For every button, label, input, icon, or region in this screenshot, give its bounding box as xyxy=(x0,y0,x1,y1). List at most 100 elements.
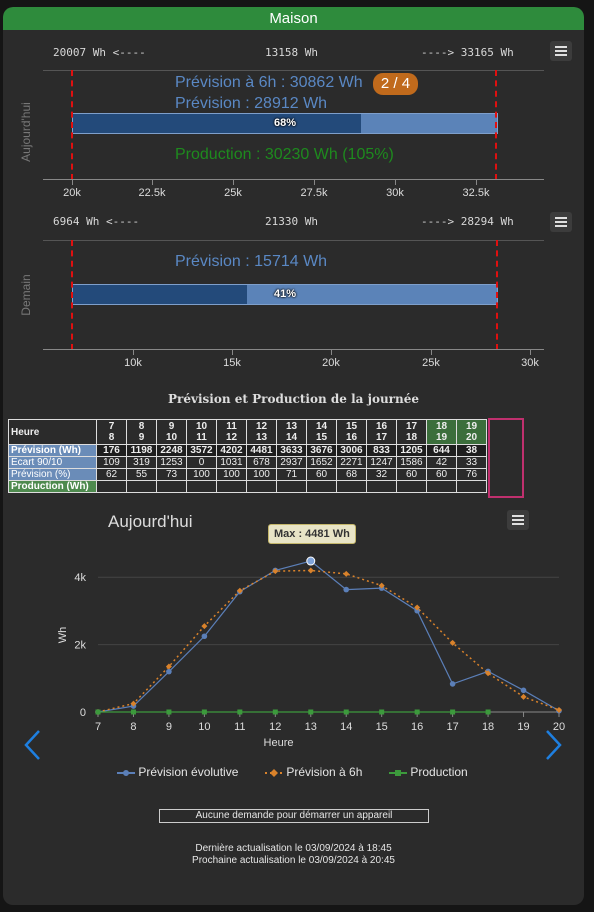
table-cell: 4202 xyxy=(216,444,247,457)
data-point xyxy=(414,604,421,611)
table-cell: 100 xyxy=(246,468,277,481)
table-cell xyxy=(426,480,457,493)
x-tick-label: 12 xyxy=(269,721,281,733)
next-arrow[interactable] xyxy=(543,729,563,766)
today-axis-tick-label: 25k xyxy=(224,187,242,199)
today-production: Production : 30230 Wh (105%) xyxy=(175,146,394,163)
table-cell xyxy=(396,480,427,493)
table-cell xyxy=(246,480,277,493)
last-update: Dernière actualisation le 03/09/2024 à 1… xyxy=(195,843,392,854)
tomorrow-menu-button[interactable] xyxy=(550,212,572,232)
data-point xyxy=(414,709,420,715)
table-cell: 2248 xyxy=(156,444,187,457)
today-axis-tick xyxy=(233,179,234,185)
table-cell: 2937 xyxy=(276,456,307,469)
data-point xyxy=(201,633,208,640)
table-cell: 15 16 xyxy=(336,419,367,445)
tomorrow-separator xyxy=(43,240,544,241)
x-tick-label: 19 xyxy=(517,721,529,733)
table-cell: 833 xyxy=(366,444,397,457)
tomorrow-axis-tick xyxy=(530,349,531,355)
data-point xyxy=(520,687,527,694)
table-cell: 1253 xyxy=(156,456,187,469)
table-cell xyxy=(156,480,187,493)
table-row: Prévision (%) 62 55 73 100 100 100 71 60 68 32 60 60… xyxy=(8,468,487,481)
chart-menu-button[interactable] xyxy=(507,510,529,530)
table-cell xyxy=(276,480,307,493)
tomorrow-axis-tick xyxy=(133,349,134,355)
legend-production[interactable]: Production xyxy=(389,765,468,779)
row-label: Prévision (Wh) xyxy=(8,444,97,457)
data-point xyxy=(130,700,137,707)
table-cell: 1247 xyxy=(366,456,397,469)
table-cell xyxy=(456,480,487,493)
tomorrow-max-label: ----> 28294 Wh xyxy=(421,215,514,228)
data-point xyxy=(166,668,172,675)
tomorrow-axis-tick xyxy=(331,349,332,355)
legend-line-diamond-icon xyxy=(265,768,283,777)
data-point xyxy=(556,706,562,713)
data-point xyxy=(414,607,420,614)
data-point xyxy=(485,709,491,715)
today-axis-tick-label: 27.5k xyxy=(300,187,328,199)
y-axis-label: Wh xyxy=(57,627,69,644)
table-cell: 13 14 xyxy=(276,419,307,445)
table-cell: 3006 xyxy=(336,444,367,457)
table-cell: 3676 xyxy=(306,444,337,457)
data-point xyxy=(236,587,243,594)
tomorrow-axis-tick-label: 15k xyxy=(223,357,241,369)
table-cell xyxy=(186,480,217,493)
tomorrow-max-marker xyxy=(496,240,498,350)
legend-label: Prévision à 6h xyxy=(286,765,363,779)
tomorrow-min-marker xyxy=(71,240,73,350)
legend-prevision-6h[interactable]: Prévision à 6h xyxy=(265,765,362,779)
table-cell: 1205 xyxy=(396,444,427,457)
data-point xyxy=(450,709,456,715)
data-point xyxy=(165,663,172,670)
table-cell: 32 xyxy=(366,468,397,481)
table-cell: 100 xyxy=(216,468,247,481)
today-badge: 2 / 4 xyxy=(373,73,418,95)
table-cell: 17 18 xyxy=(396,419,427,445)
today-min-label: 20007 Wh <---- xyxy=(53,46,146,59)
table-cell: 4481 xyxy=(246,444,277,457)
today-gauge-percent: 68% xyxy=(273,117,297,129)
previous-arrow[interactable] xyxy=(23,729,43,766)
x-tick-label: 13 xyxy=(305,721,317,733)
hamburger-icon xyxy=(512,515,524,517)
chevron-right-icon xyxy=(546,730,562,760)
table-cell: 319 xyxy=(126,456,157,469)
row-label: Production (Wh) xyxy=(8,480,97,493)
table-cell: 16 17 xyxy=(366,419,397,445)
chart-title: Aujourd'hui xyxy=(108,512,193,531)
table-cell: 18 19 xyxy=(426,419,457,445)
today-forecast-6h: Prévision à 6h : 30862 Wh xyxy=(175,74,363,91)
row-label: Heure xyxy=(8,419,97,445)
tomorrow-side-label: Demain xyxy=(19,274,33,316)
legend-prevision-evolutive[interactable]: Prévision évolutive xyxy=(117,765,238,779)
table-cell: 644 xyxy=(426,444,457,457)
table-cell: 678 xyxy=(246,456,277,469)
today-min-marker xyxy=(71,70,73,180)
today-axis-tick xyxy=(476,179,477,185)
chevron-left-icon xyxy=(24,730,40,760)
today-axis-tick xyxy=(314,179,315,185)
max-point xyxy=(306,556,316,566)
tomorrow-gauge-percent: 41% xyxy=(273,288,297,300)
today-axis-tick-label: 30k xyxy=(386,187,404,199)
table-cell: 109 xyxy=(96,456,127,469)
table-cell: 14 15 xyxy=(306,419,337,445)
today-menu-button[interactable] xyxy=(550,41,572,61)
table-cell: 2271 xyxy=(336,456,367,469)
data-point xyxy=(272,568,279,575)
row-label: Prévision (%) xyxy=(8,468,97,481)
data-point xyxy=(343,586,350,593)
x-tick-label: 16 xyxy=(411,721,423,733)
table-cell: 9 10 xyxy=(156,419,187,445)
table-cell: 60 xyxy=(426,468,457,481)
table-cell xyxy=(126,480,157,493)
today-axis-tick-label: 20k xyxy=(63,187,81,199)
x-tick-label: 7 xyxy=(95,721,101,733)
row-label: Ecart 90/10 xyxy=(8,456,97,469)
